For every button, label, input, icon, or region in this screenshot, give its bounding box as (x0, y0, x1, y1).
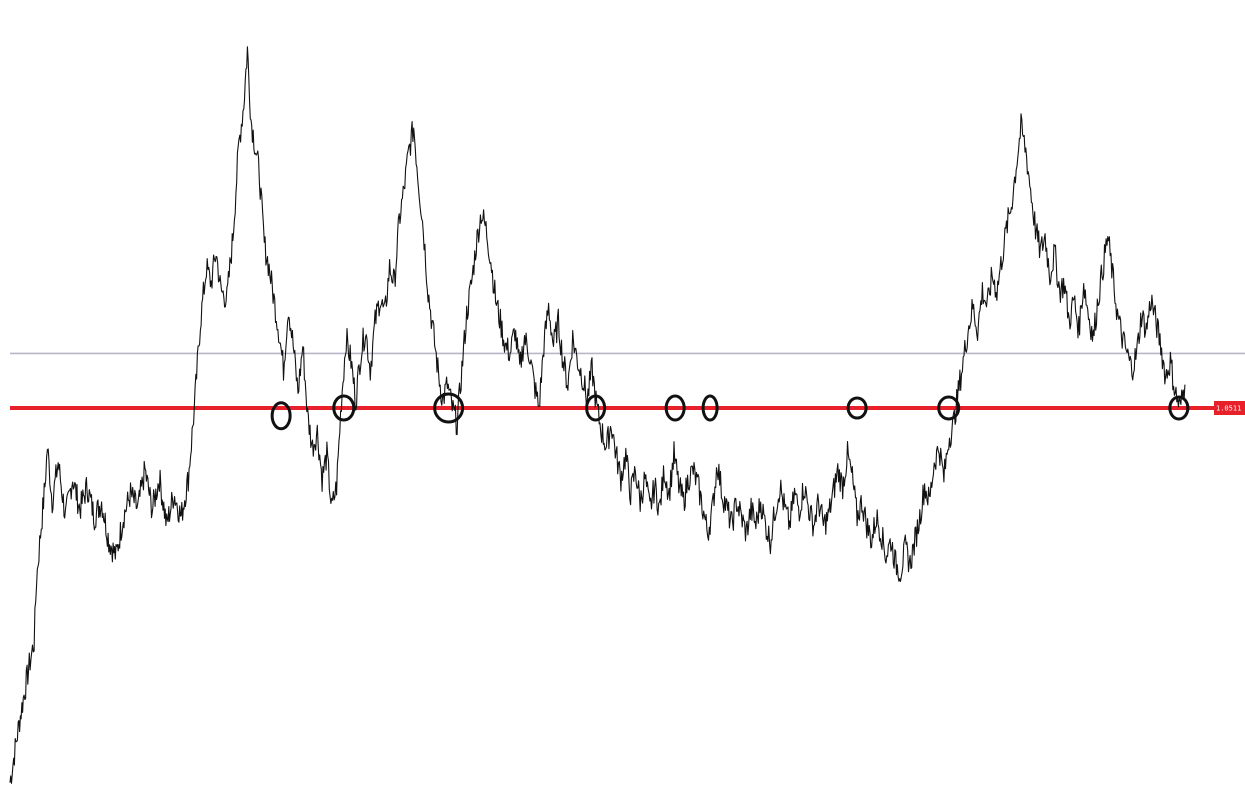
annotation-circle (332, 394, 356, 422)
annotation-circle (937, 395, 961, 421)
reference-lines (10, 352, 1245, 410)
price-tag-label: 1.0511 (1216, 405, 1241, 413)
annotation-circle (585, 394, 607, 422)
annotation-circle (1168, 395, 1190, 421)
annotation-circle (270, 401, 292, 431)
annotation-circle (664, 394, 686, 422)
price-tag-box (1214, 401, 1245, 415)
annotation-circle (846, 396, 868, 420)
annotation-circle (701, 394, 719, 422)
price-tag: 1.0511 (1214, 401, 1245, 415)
annotation-circle (433, 392, 465, 424)
annotation-circles (270, 392, 1190, 431)
